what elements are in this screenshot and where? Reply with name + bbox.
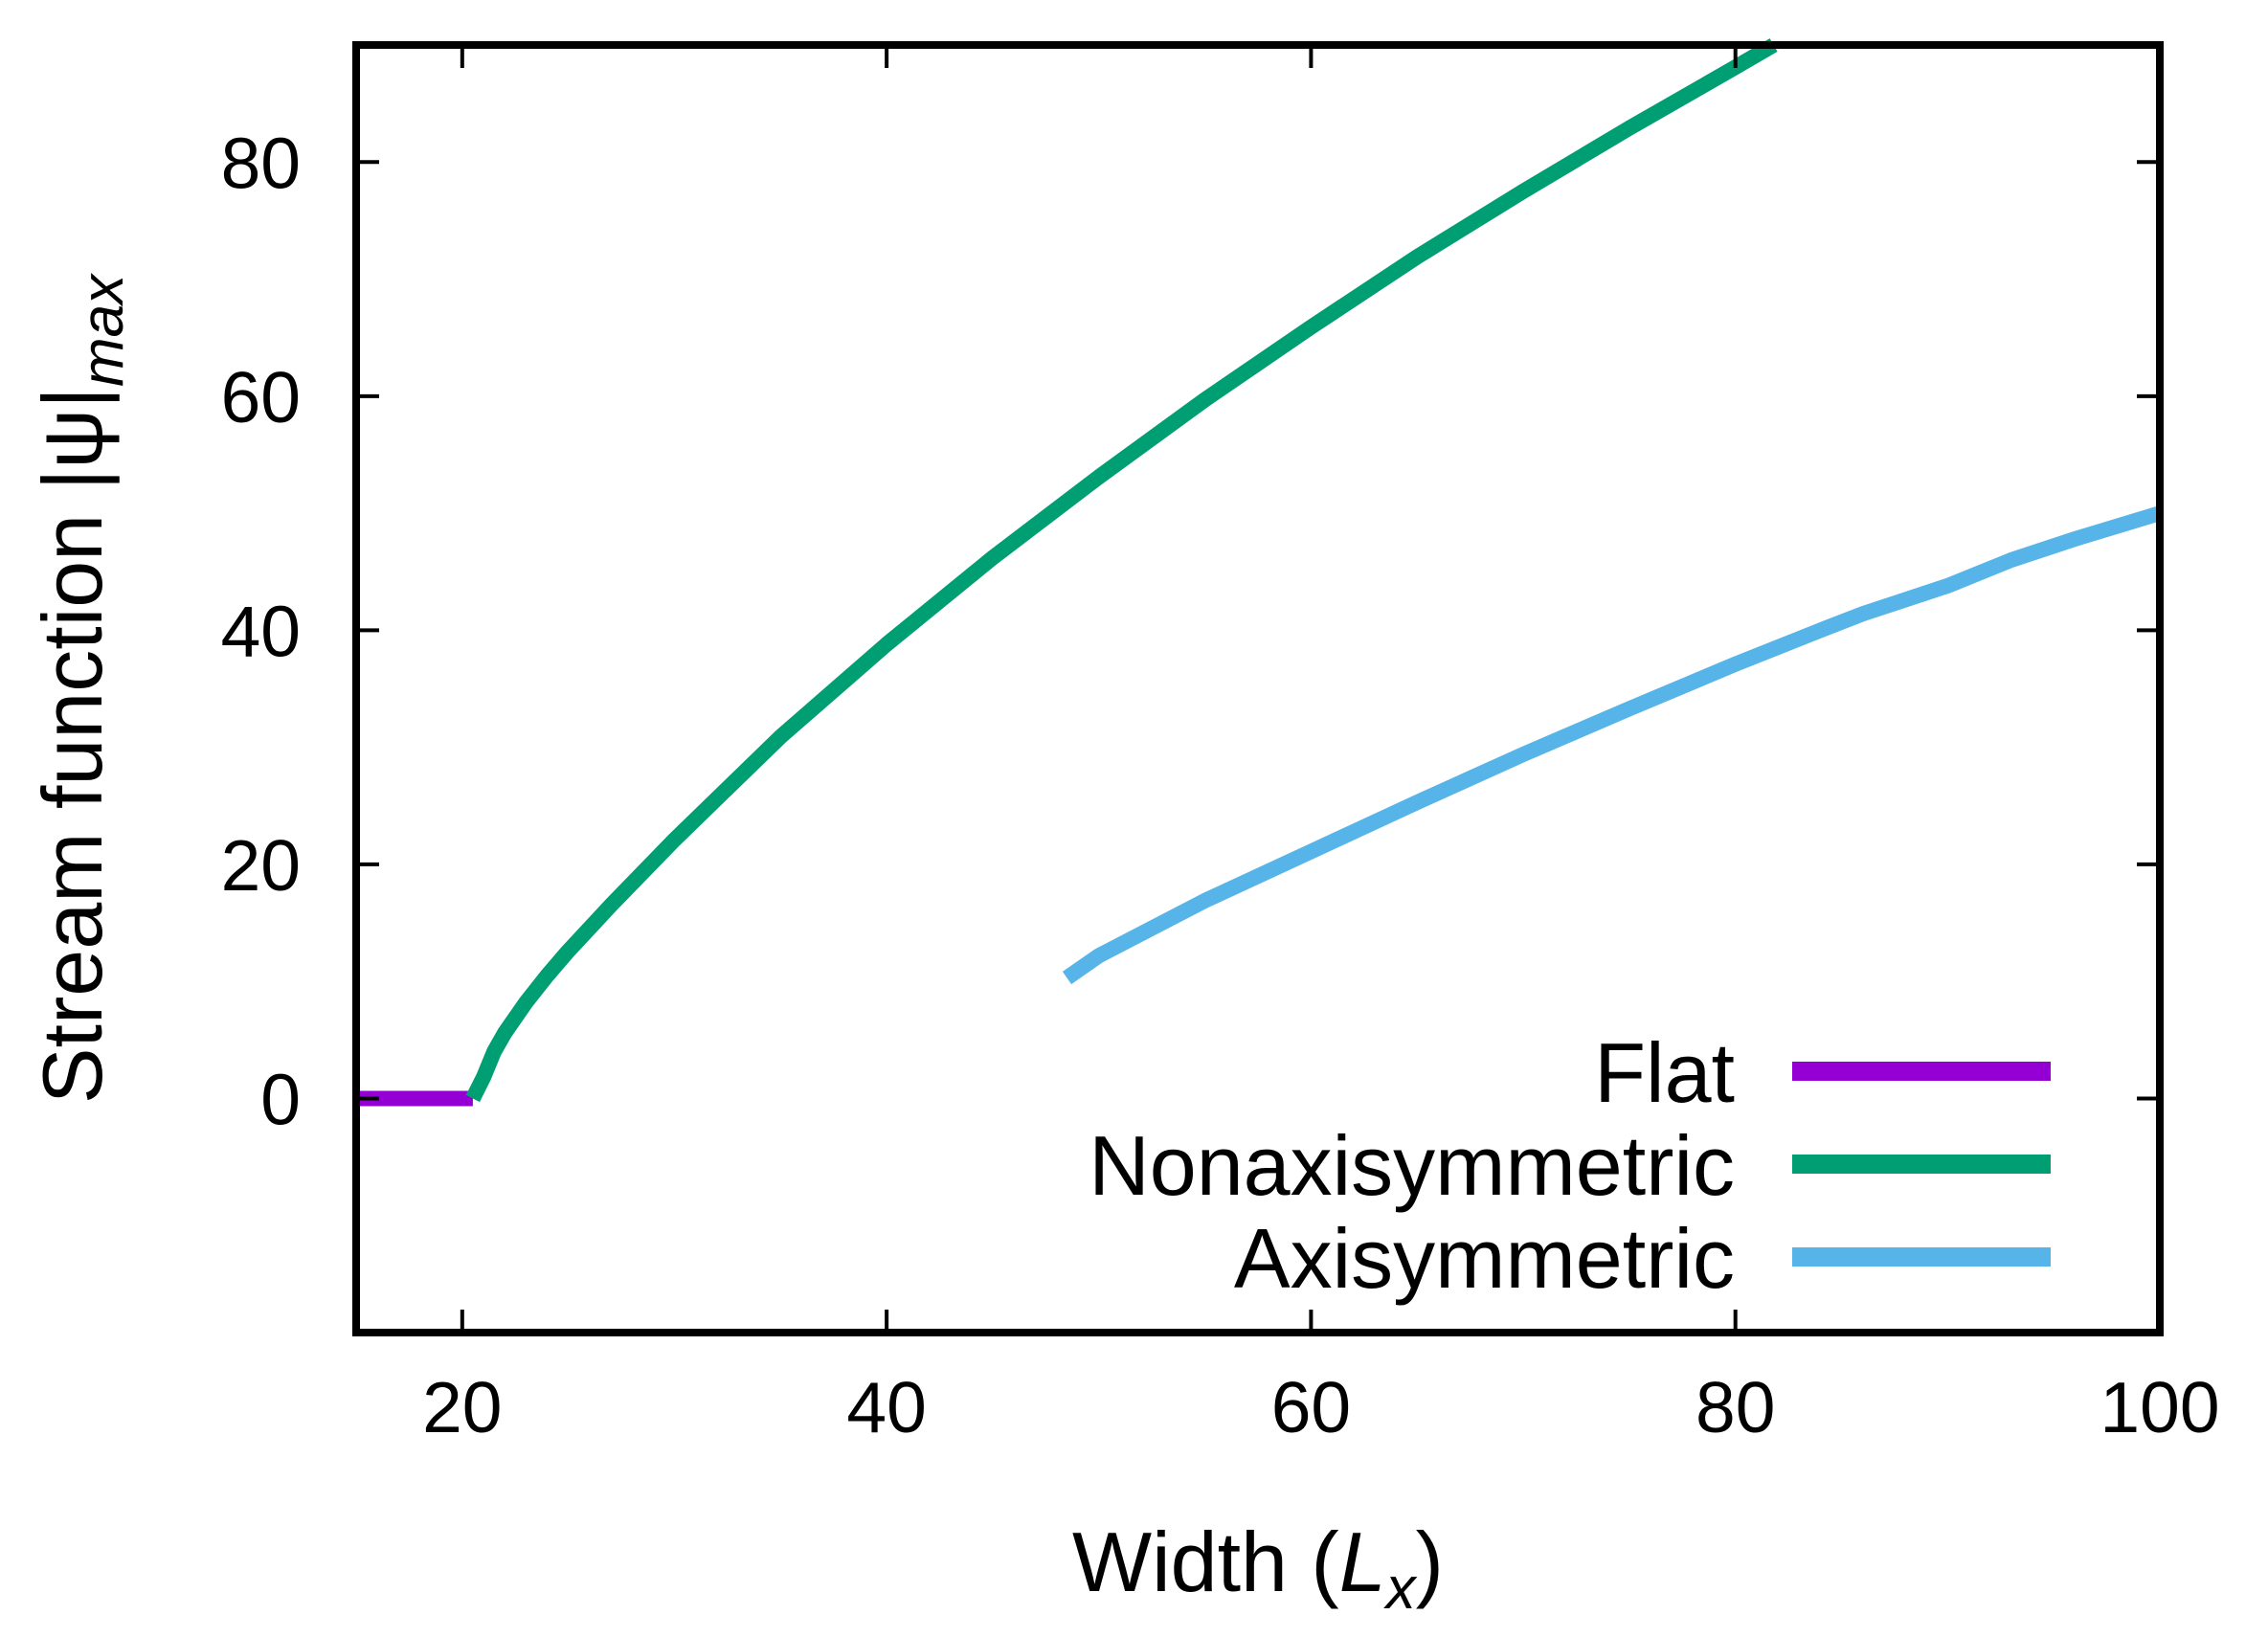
series-line-axisymmetric [1062,505,2163,985]
series-line-nonaxisymmetric [465,38,1778,1103]
x-axis-label-main: Width ( [1072,1514,1339,1609]
x-tick-label-20: 20 [422,1367,502,1447]
x-tick-label-100: 100 [2100,1367,2219,1447]
x-axis-label-var: L [1339,1514,1386,1609]
y-axis-label-main: Stream function |ψ| [25,387,120,1104]
x-axis-label: Width (Lx) [1072,1514,1444,1622]
y-axis-label: Stream function |ψ|max [25,273,136,1104]
x-axis-label-sub: x [1383,1556,1418,1622]
x-tick-label-60: 60 [1271,1367,1351,1447]
legend-label-flat: Flat [1594,1025,1735,1120]
legend-label-axisymmetric: Axisymmetric [1234,1211,1735,1306]
y-tick-label-40: 40 [221,591,301,671]
y-tick-label-0: 0 [260,1059,301,1139]
y-tick-label-60: 60 [221,357,301,437]
y-axis-label-sub: max [70,273,136,387]
tick-labels: 20 40 60 80 100 0 20 40 60 80 [221,123,2220,1447]
y-tick-label-20: 20 [221,825,301,906]
x-tick-label-80: 80 [1695,1367,1775,1447]
legend-label-nonaxisymmetric: Nonaxisymmetric [1089,1118,1735,1213]
series-layer [356,38,2163,1107]
plot-frame [352,41,2164,1336]
x-tick-label-40: 40 [846,1367,926,1447]
x-axis-label-close: ) [1416,1514,1444,1609]
y-tick-label-80: 80 [221,123,301,203]
